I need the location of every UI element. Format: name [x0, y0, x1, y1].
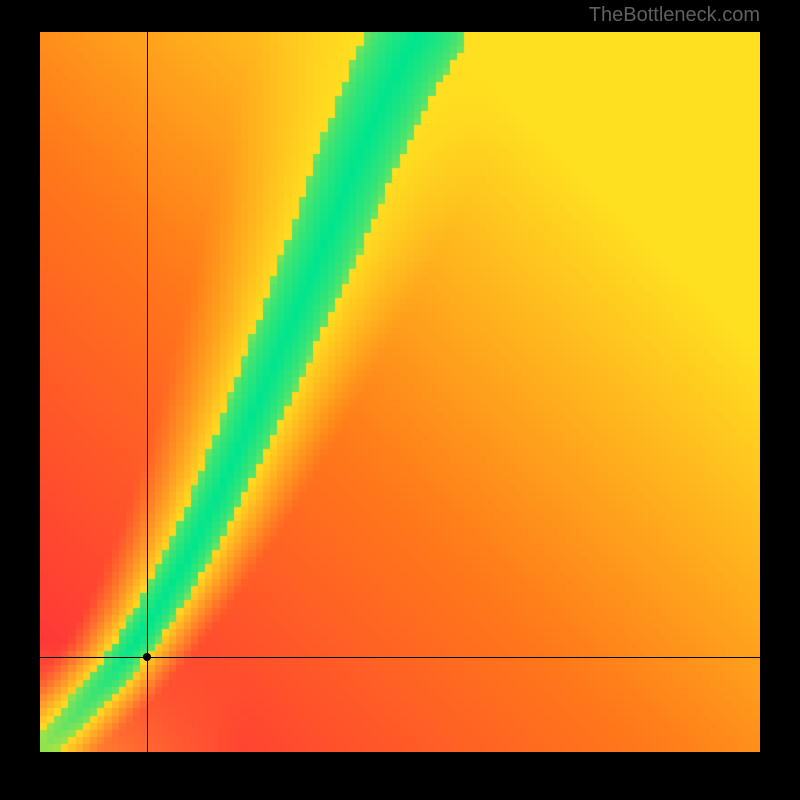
watermark-text: TheBottleneck.com	[589, 4, 760, 27]
marker-dot	[143, 653, 151, 661]
heatmap-chart	[40, 32, 760, 752]
crosshair-vertical	[147, 32, 148, 752]
